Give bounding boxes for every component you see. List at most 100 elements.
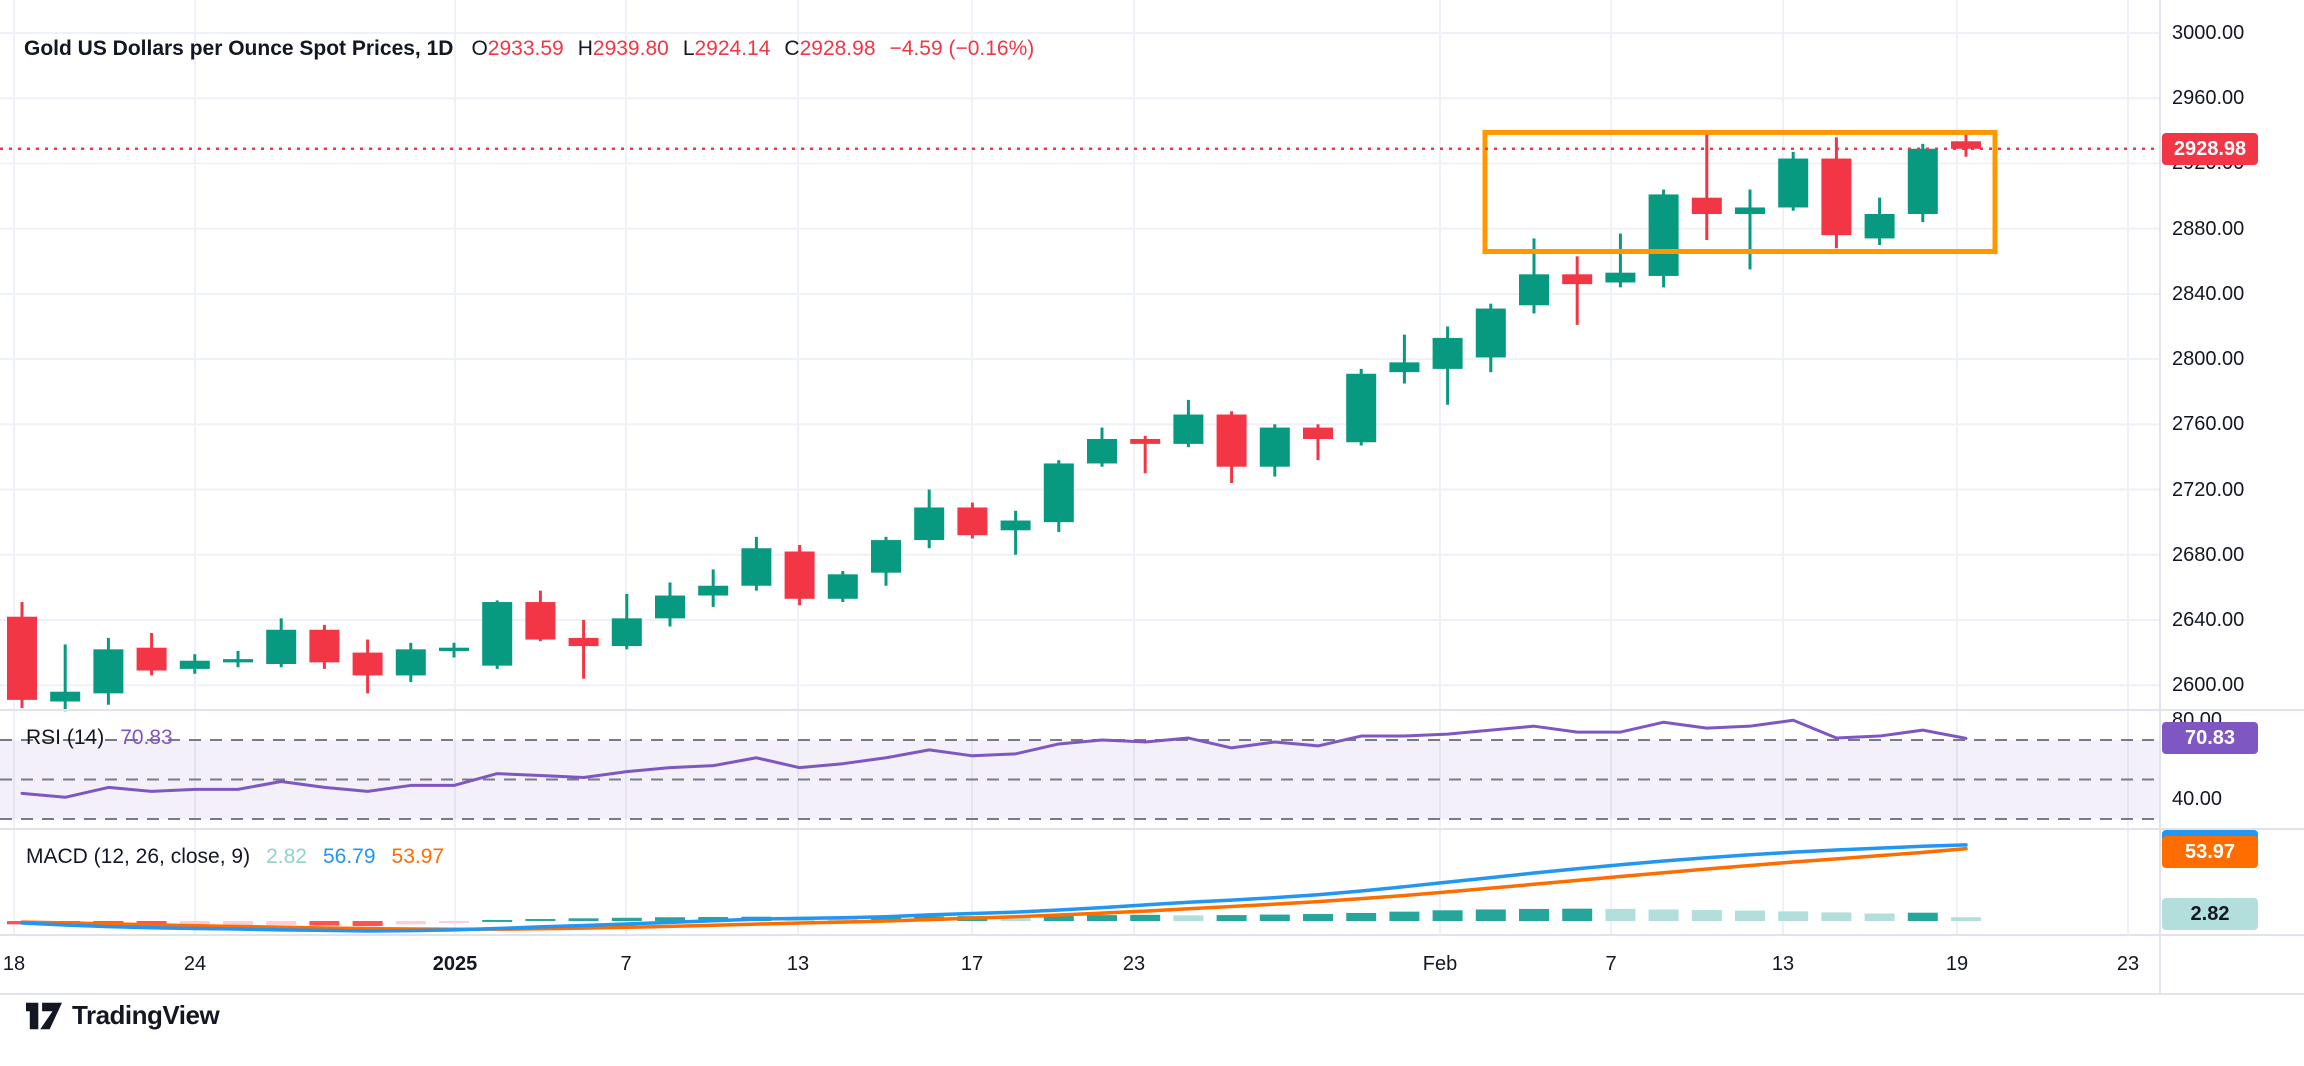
candle-wick — [63, 644, 67, 712]
macd-histogram-bar — [1691, 910, 1722, 921]
macd-histogram-bar — [1303, 914, 1333, 921]
last-price-badge: 2928.98 — [2162, 133, 2258, 165]
axis-tick-label: 2640.00 — [2172, 608, 2245, 631]
tradingview-wordmark: TradingView — [72, 1000, 220, 1030]
macd-histogram-bar — [525, 918, 556, 921]
candle-body — [784, 551, 815, 599]
candle-body — [1562, 274, 1593, 285]
candle-body — [1519, 274, 1549, 306]
candle-body — [395, 649, 426, 676]
candle-body — [7, 616, 37, 700]
time-tick-label: Feb — [1422, 953, 1458, 975]
candle-body — [352, 652, 383, 676]
candle-body — [871, 540, 901, 573]
time-tick-label: 18 — [2, 953, 26, 975]
candle-body — [525, 602, 556, 640]
change-readout: −4.59 (−0.16%) — [889, 37, 1035, 60]
macd-histogram-bar — [1043, 915, 1074, 921]
macd-histogram-bar — [1389, 911, 1420, 921]
candle-wick — [582, 619, 586, 679]
rsi-value-badge: 70.83 — [2162, 722, 2258, 754]
macd-legend[interactable]: MACD (12, 26, close, 9) 2.82 56.79 53.97 — [26, 844, 460, 870]
macd-histogram-bar — [1130, 914, 1161, 921]
rsi-legend[interactable]: RSI (14) 70.83 — [26, 725, 189, 751]
time-tick-label: 24 — [183, 953, 207, 975]
candle-body — [223, 659, 253, 663]
rsi-line — [20, 718, 1968, 799]
macd-histogram-bar — [439, 921, 469, 923]
macd-histogram-bar — [1475, 909, 1506, 921]
symbol-title: Gold US Dollars per Ounce Spot Prices, 1… — [24, 37, 454, 60]
candle-body — [611, 618, 642, 647]
candle-body — [957, 507, 988, 536]
candle-body — [1778, 158, 1809, 208]
candle-body — [1735, 207, 1765, 214]
candle-body — [1691, 197, 1722, 214]
macd-histogram-bar — [871, 916, 901, 921]
tradingview-logo[interactable]: TradingView — [26, 1000, 220, 1031]
consolidation-box — [1482, 129, 1998, 254]
macd-histogram-bar — [266, 921, 297, 926]
candle-wick — [1402, 334, 1406, 384]
candle-body — [655, 595, 685, 619]
candle-body — [741, 548, 772, 586]
rsi-value: 70.83 — [120, 726, 173, 749]
axis-tick-label: 40.00 — [2172, 788, 2223, 811]
candle-body — [1259, 427, 1290, 467]
signal-value-badge: 53.97 — [2162, 836, 2258, 868]
axis-tick-label: 2680.00 — [2172, 543, 2245, 566]
macd-histogram-bar — [1562, 908, 1593, 921]
macd-histogram-bar — [611, 917, 642, 921]
candle-body — [266, 629, 297, 665]
macd-histogram-bar — [179, 921, 210, 927]
candle-body — [1000, 520, 1031, 531]
macd-line — [20, 843, 1968, 933]
macd-hist-value: 2.82 — [266, 845, 307, 868]
candle-body — [50, 691, 81, 702]
macd-line-value: 56.79 — [322, 845, 376, 868]
candle-body — [482, 602, 513, 666]
candle-body — [1087, 438, 1117, 464]
time-tick-label: 17 — [960, 953, 984, 975]
axis-tick-label: 2720.00 — [2172, 478, 2245, 501]
macd-histogram-bar — [1864, 913, 1895, 921]
candle-body — [1821, 158, 1852, 236]
symbol-legend[interactable]: Gold US Dollars per Ounce Spot Prices, 1… — [24, 36, 1034, 62]
macd-label: MACD (12, 26, close, 9) — [26, 845, 251, 868]
candle-body — [1173, 414, 1204, 444]
macd-histogram-bar — [1648, 909, 1679, 921]
macd-signal-line — [20, 846, 1968, 932]
candle-wick — [1575, 256, 1579, 325]
axis-tick-label: 2840.00 — [2172, 282, 2245, 305]
macd-histogram-bar — [1432, 910, 1463, 921]
macd-histogram-bar — [1907, 912, 1938, 921]
candle-body — [309, 629, 340, 663]
candle-body — [93, 649, 124, 694]
axis-tick-label: 2880.00 — [2172, 217, 2245, 240]
macd-histogram-bar — [1821, 912, 1852, 921]
time-tick-label: 13 — [786, 953, 810, 975]
macd-histogram-bar — [1173, 915, 1204, 921]
candle-body — [1907, 148, 1938, 214]
candle-wick — [1014, 510, 1018, 555]
macd-histogram-bar — [482, 919, 513, 922]
macd-histogram-bar — [1087, 915, 1117, 921]
candle-wick — [1316, 424, 1320, 461]
candle-body — [1346, 373, 1377, 443]
macd-histogram-bar — [1346, 912, 1377, 921]
rsi-label: RSI (14) — [26, 726, 105, 749]
candle-body — [136, 647, 167, 671]
macd-histogram-bar — [1216, 915, 1247, 921]
candle-body — [1648, 194, 1679, 276]
candle-wick — [1705, 132, 1709, 241]
axis-tick-label: 2600.00 — [2172, 674, 2245, 697]
macd-histogram-bar — [1735, 910, 1765, 921]
candle-body — [914, 507, 945, 541]
macd-signal-value: 53.97 — [391, 845, 445, 868]
macd-histogram-bar — [309, 921, 340, 926]
candle-body — [1303, 427, 1333, 439]
candle-wick — [236, 650, 240, 668]
candle-body — [1130, 438, 1161, 444]
